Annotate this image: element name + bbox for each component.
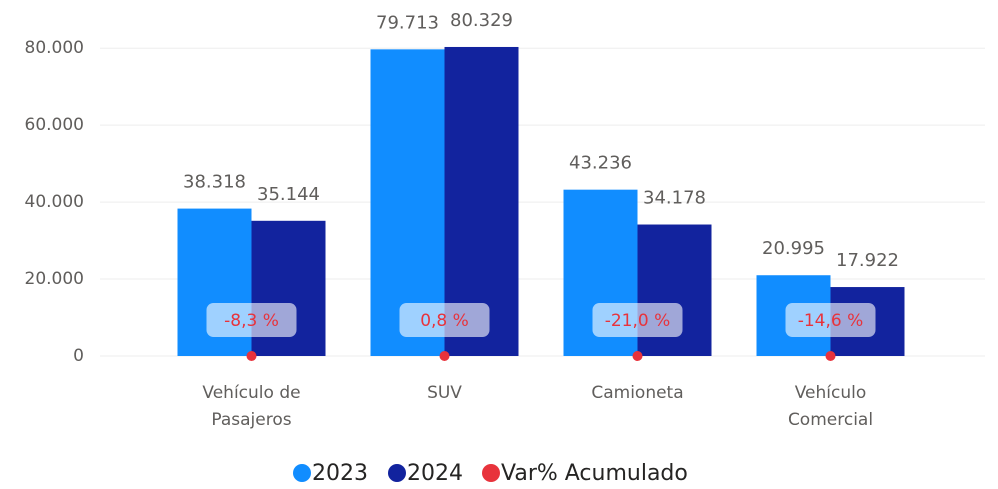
data-label: 79.713 [376,12,439,33]
data-label: -21,0 % [605,311,671,331]
point [439,350,450,361]
legend-label: 2024 [407,461,463,486]
data-label: 20.995 [762,238,825,259]
x-tick-label: SUV [427,383,462,403]
point [246,351,257,362]
label-box [206,303,297,337]
label-box [785,303,876,337]
legend-marker [482,464,500,482]
data-label: -14,6 % [798,311,864,331]
point [825,351,836,362]
data-label: 0,8 % [420,311,469,331]
data-label: 38.318 [183,172,246,193]
label-box [592,303,683,337]
data-label: 17.922 [836,250,899,271]
legend-label: Var% Acumulado [501,461,688,486]
y-tick-label: 40.000 [25,192,84,212]
data-label: 35.144 [257,184,320,205]
x-tick-label: Camioneta [591,383,684,403]
legend-label: 2023 [312,461,368,486]
x-tick-label: Vehículo de Pasajeros [202,383,301,430]
y-tick-label: 0 [73,346,84,366]
label-box [399,303,490,337]
y-tick-label: 80.000 [25,38,84,58]
y-tick-label: 60.000 [25,115,84,135]
legend-marker [388,464,406,482]
data-label: -8,3 % [224,311,279,331]
data-label: 43.236 [569,153,632,174]
x-tick-label: Vehículo Comercial [787,383,874,430]
point [632,351,643,362]
y-tick-label: 20.000 [25,269,84,289]
data-label: 80.329 [450,10,513,31]
legend-marker [293,464,311,482]
data-label: 34.178 [643,188,706,209]
